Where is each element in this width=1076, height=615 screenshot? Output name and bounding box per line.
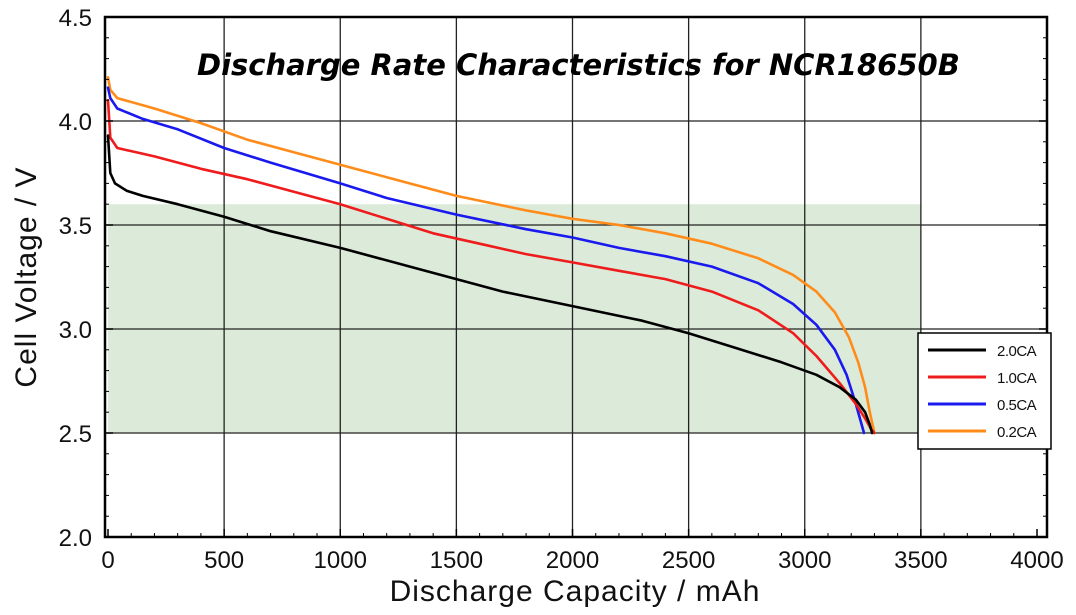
- x-tick-label: 3000: [778, 547, 831, 574]
- x-tick-label: 3500: [894, 547, 947, 574]
- chart-title: Discharge Rate Characteristics for NCR18…: [197, 48, 960, 82]
- x-tick-label: 2000: [546, 547, 599, 574]
- series-line-0-2ca: [106, 76, 876, 435]
- x-tick-label: 1000: [314, 547, 367, 574]
- plot-frame: [103, 15, 1049, 539]
- x-tick-label: 0: [101, 547, 114, 574]
- legend-label: 1.0CA: [997, 370, 1037, 387]
- x-tick-labels: 0 500 1000 1500 2000 2500 3000 3500 4000: [101, 547, 1063, 574]
- x-tick-label: 500: [204, 547, 244, 574]
- highlight-region: [108, 204, 921, 433]
- grid: [105, 17, 1047, 537]
- series-line-1-0ca: [106, 98, 876, 435]
- legend-label: 0.2CA: [997, 424, 1037, 441]
- legend-label: 0.5CA: [997, 397, 1037, 414]
- y-tick-label: 3.5: [59, 213, 92, 240]
- y-axis-label: Cell Voltage / V: [10, 166, 43, 387]
- series-line-2-0ca: [106, 134, 874, 435]
- series-line-0-5ca: [106, 86, 866, 435]
- y-tick-labels: 2.0 2.5 3.0 3.5 4.0 4.5: [59, 5, 92, 552]
- y-tick-label: 4.5: [59, 5, 92, 32]
- y-tick-label: 4.0: [59, 109, 92, 136]
- legend: 2.0CA 1.0CA 0.5CA 0.2CA: [917, 332, 1052, 450]
- x-axis-label: Discharge Capacity / mAh: [390, 575, 761, 608]
- series-lines: [106, 76, 876, 435]
- y-tick-label: 3.0: [59, 317, 92, 344]
- legend-label: 2.0CA: [997, 343, 1037, 360]
- y-tick-label: 2.0: [59, 525, 92, 552]
- x-tick-label: 2500: [662, 547, 715, 574]
- x-tick-label: 4000: [1010, 547, 1063, 574]
- x-tick-label: 1500: [430, 547, 483, 574]
- y-tick-label: 2.5: [59, 421, 92, 448]
